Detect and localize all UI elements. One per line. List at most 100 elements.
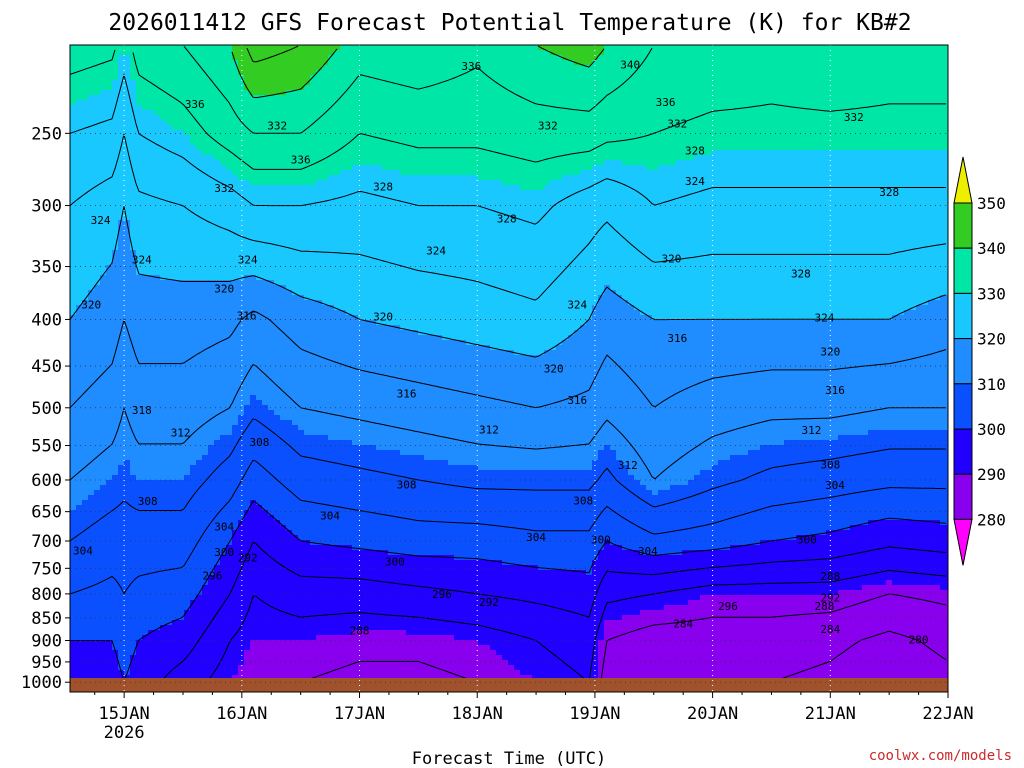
theta-cell bbox=[142, 630, 149, 636]
theta-cell bbox=[280, 190, 287, 196]
theta-cell bbox=[262, 235, 269, 241]
theta-cell bbox=[280, 240, 287, 246]
theta-cell bbox=[130, 665, 137, 671]
theta-cell bbox=[124, 350, 131, 356]
theta-cell bbox=[250, 145, 257, 151]
theta-cell bbox=[112, 645, 119, 651]
theta-cell bbox=[154, 50, 161, 56]
theta-cell bbox=[178, 90, 185, 96]
theta-cell bbox=[82, 110, 89, 116]
theta-cell bbox=[88, 185, 95, 191]
theta-cell bbox=[196, 495, 203, 501]
theta-cell bbox=[220, 370, 227, 376]
theta-cell bbox=[244, 130, 251, 136]
theta-cell bbox=[256, 580, 263, 586]
theta-cell bbox=[286, 480, 293, 486]
theta-cell bbox=[220, 675, 227, 681]
theta-cell bbox=[178, 485, 185, 491]
theta-cell bbox=[76, 355, 83, 361]
theta-cell bbox=[250, 525, 257, 531]
theta-cell bbox=[262, 580, 269, 586]
theta-cell bbox=[292, 265, 299, 271]
theta-cell bbox=[166, 390, 173, 396]
theta-cell bbox=[172, 540, 179, 546]
theta-cell bbox=[280, 530, 287, 536]
theta-cell bbox=[160, 645, 167, 651]
theta-cell bbox=[226, 410, 233, 416]
theta-cell bbox=[106, 675, 113, 681]
theta-cell bbox=[286, 450, 293, 456]
theta-cell bbox=[118, 295, 125, 301]
theta-cell bbox=[190, 215, 197, 221]
theta-cell bbox=[136, 425, 143, 431]
theta-cell bbox=[88, 460, 95, 466]
theta-cell bbox=[88, 535, 95, 541]
theta-cell bbox=[130, 610, 137, 616]
theta-cell bbox=[142, 480, 149, 486]
theta-cell bbox=[106, 485, 113, 491]
theta-cell bbox=[202, 395, 209, 401]
theta-cell bbox=[226, 560, 233, 566]
theta-cell bbox=[202, 220, 209, 226]
theta-cell bbox=[88, 550, 95, 556]
theta-cell bbox=[160, 360, 167, 366]
theta-cell bbox=[160, 470, 167, 476]
theta-cell bbox=[292, 575, 299, 581]
theta-cell bbox=[220, 335, 227, 341]
theta-cell bbox=[202, 585, 209, 591]
theta-cell bbox=[166, 130, 173, 136]
theta-cell bbox=[250, 240, 257, 246]
theta-cell bbox=[292, 645, 299, 651]
theta-cell bbox=[226, 170, 233, 176]
theta-cell bbox=[166, 540, 173, 546]
theta-cell bbox=[214, 305, 221, 311]
theta-cell bbox=[130, 380, 137, 386]
theta-cell bbox=[292, 630, 299, 636]
theta-cell bbox=[160, 610, 167, 616]
theta-cell bbox=[82, 340, 89, 346]
theta-cell bbox=[136, 430, 143, 436]
theta-cell bbox=[226, 80, 233, 86]
theta-cell bbox=[148, 415, 155, 421]
theta-cell bbox=[202, 675, 209, 681]
theta-cell bbox=[280, 475, 287, 481]
theta-cell bbox=[76, 120, 83, 126]
theta-cell bbox=[214, 445, 221, 451]
theta-cell bbox=[112, 290, 119, 296]
theta-cell bbox=[244, 605, 251, 611]
theta-cell bbox=[142, 170, 149, 176]
theta-cell bbox=[214, 335, 221, 341]
theta-cell bbox=[76, 340, 83, 346]
theta-cell bbox=[244, 490, 251, 496]
theta-cell bbox=[148, 395, 155, 401]
theta-cell bbox=[76, 635, 83, 641]
theta-cell bbox=[118, 125, 125, 131]
theta-cell bbox=[106, 230, 113, 236]
theta-cell bbox=[166, 430, 173, 436]
theta-cell bbox=[226, 115, 233, 121]
theta-cell bbox=[70, 155, 77, 161]
theta-cell bbox=[190, 240, 197, 246]
theta-cell bbox=[112, 510, 119, 516]
theta-cell bbox=[142, 565, 149, 571]
theta-cell bbox=[94, 80, 101, 86]
theta-cell bbox=[238, 375, 245, 381]
theta-cell bbox=[166, 375, 173, 381]
theta-cell bbox=[112, 315, 119, 321]
theta-cell bbox=[280, 175, 287, 181]
theta-cell bbox=[136, 145, 143, 151]
theta-cell bbox=[232, 50, 239, 56]
theta-cell bbox=[184, 625, 191, 631]
theta-cell bbox=[124, 380, 131, 386]
theta-cell bbox=[70, 315, 77, 321]
theta-cell bbox=[268, 355, 275, 361]
theta-cell bbox=[118, 150, 125, 156]
theta-cell bbox=[100, 590, 107, 596]
theta-cell bbox=[88, 155, 95, 161]
theta-cell bbox=[88, 670, 95, 676]
theta-cell bbox=[214, 400, 221, 406]
theta-cell bbox=[232, 245, 239, 251]
theta-cell bbox=[280, 305, 287, 311]
theta-cell bbox=[196, 395, 203, 401]
theta-cell bbox=[184, 185, 191, 191]
